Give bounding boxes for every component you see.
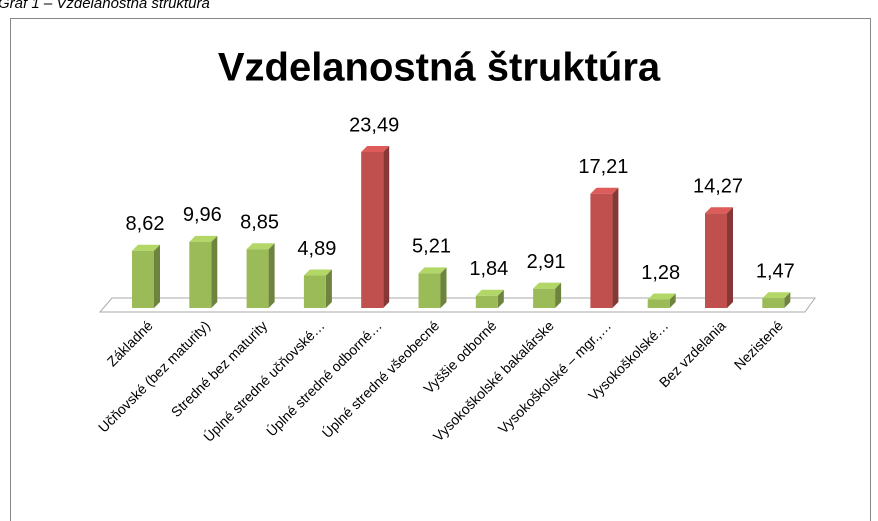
bar-top [246,243,275,250]
bar-top [361,146,390,152]
bar [647,299,670,308]
bar-top [647,293,676,300]
value-label: 2,91 [527,251,566,273]
bar-side [154,244,160,308]
caption: Graf 1 – Vzdelanostná štruktúra [0,0,210,12]
value-label: 1,28 [641,262,680,284]
value-label: 9,96 [183,204,222,226]
bar-side [669,293,676,308]
bar-top [303,269,332,276]
value-label: 5,21 [412,236,451,258]
bar-top [475,289,504,296]
floor [98,297,816,313]
value-label: 14,27 [693,176,743,198]
bar-side [727,207,733,308]
value-label: 23,49 [349,114,399,136]
bar [762,298,785,308]
bar [705,213,727,308]
bar-side [268,243,275,308]
bar-side [784,292,791,308]
bar-side [440,267,447,308]
bar [246,249,269,308]
bar [590,193,613,308]
bar-side [383,146,390,308]
bar-top [762,292,791,299]
bar [132,250,154,308]
bar [533,288,556,308]
bar-top [533,282,562,289]
bar [475,295,498,308]
value-label: 1,47 [756,261,795,283]
bar-side [211,235,218,308]
bar-top [590,187,619,194]
bar-top [132,244,160,251]
chart-title: Vzdelanostná štruktúra [218,46,661,90]
bar-side [555,282,562,308]
bar-top [418,267,447,274]
value-label: 17,21 [578,156,628,178]
value-label: 8,85 [240,212,279,234]
bar-side [325,269,332,308]
bar-top [189,235,218,242]
bar [361,152,384,308]
value-label: 8,62 [126,213,165,235]
bar-side [497,289,504,308]
bar-side [612,187,619,308]
bar [418,273,441,308]
bar-top [705,207,733,214]
value-label: 1,84 [469,258,508,280]
value-label: 4,89 [297,238,336,260]
bar [303,275,326,308]
bar [189,241,212,308]
